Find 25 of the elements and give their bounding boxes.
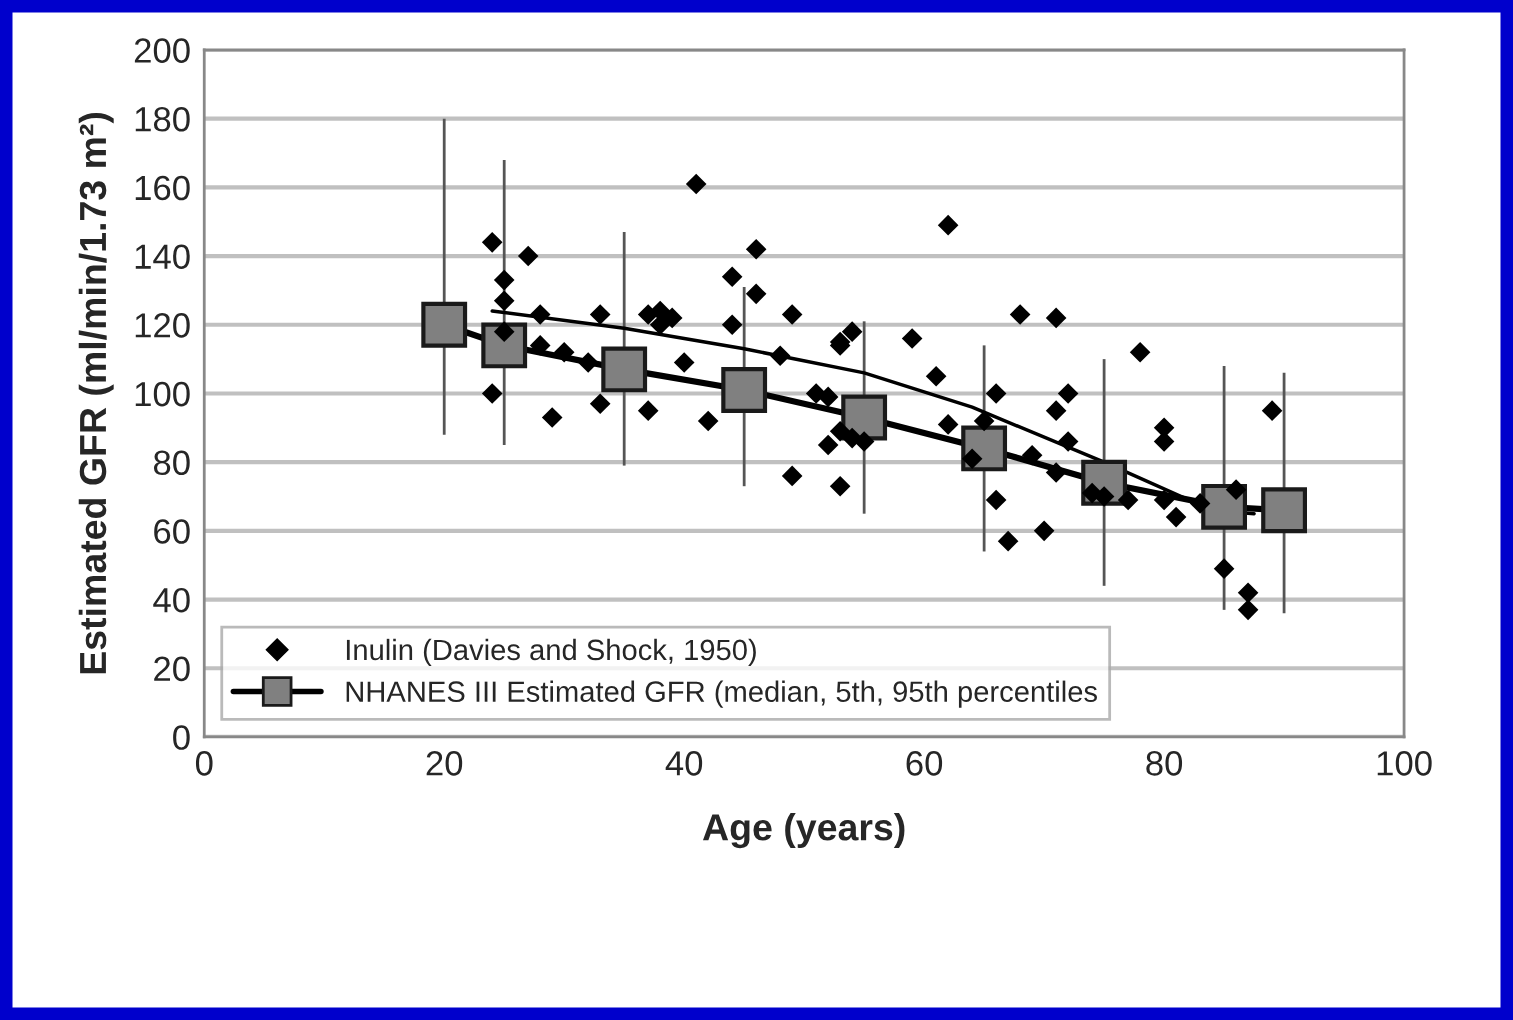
y-tick-label: 180: [135, 107, 190, 132]
point: [421, 301, 468, 348]
y-tick-label: 20: [154, 656, 190, 682]
x-axis-title: Age (years): [702, 813, 905, 849]
y-tick-label: 200: [134, 38, 190, 63]
x-tick-label: 20: [426, 751, 463, 776]
point: [1261, 487, 1308, 534]
y-tick-label: 100: [135, 381, 190, 407]
x-tick-label: 80: [1146, 751, 1183, 776]
y-tick-label: 40: [153, 587, 190, 613]
x-tick-label: 100: [1377, 751, 1432, 776]
point: [601, 346, 648, 393]
y-tick-label: 160: [135, 175, 190, 201]
legend-label: Inulin (Davies and Shock, 1950): [346, 638, 756, 666]
point: [721, 367, 768, 413]
y-axis-title: Estimated GFR (ml/min/1.73 m²): [78, 112, 114, 674]
y-tick-label: 140: [135, 244, 190, 269]
y-tick-label: 80: [153, 450, 190, 476]
legend-label: NHANES III Estimated GFR (median, 5th, 95th percentiles: [346, 680, 1097, 708]
y-tick-label: 120: [135, 313, 190, 338]
y-tick-label: 60: [154, 519, 190, 544]
x-tick-label: 0: [195, 751, 213, 776]
x-tick-label: 40: [665, 751, 703, 776]
y-tick-label: 0: [173, 725, 190, 750]
x-tick-label: 60: [906, 751, 943, 776]
